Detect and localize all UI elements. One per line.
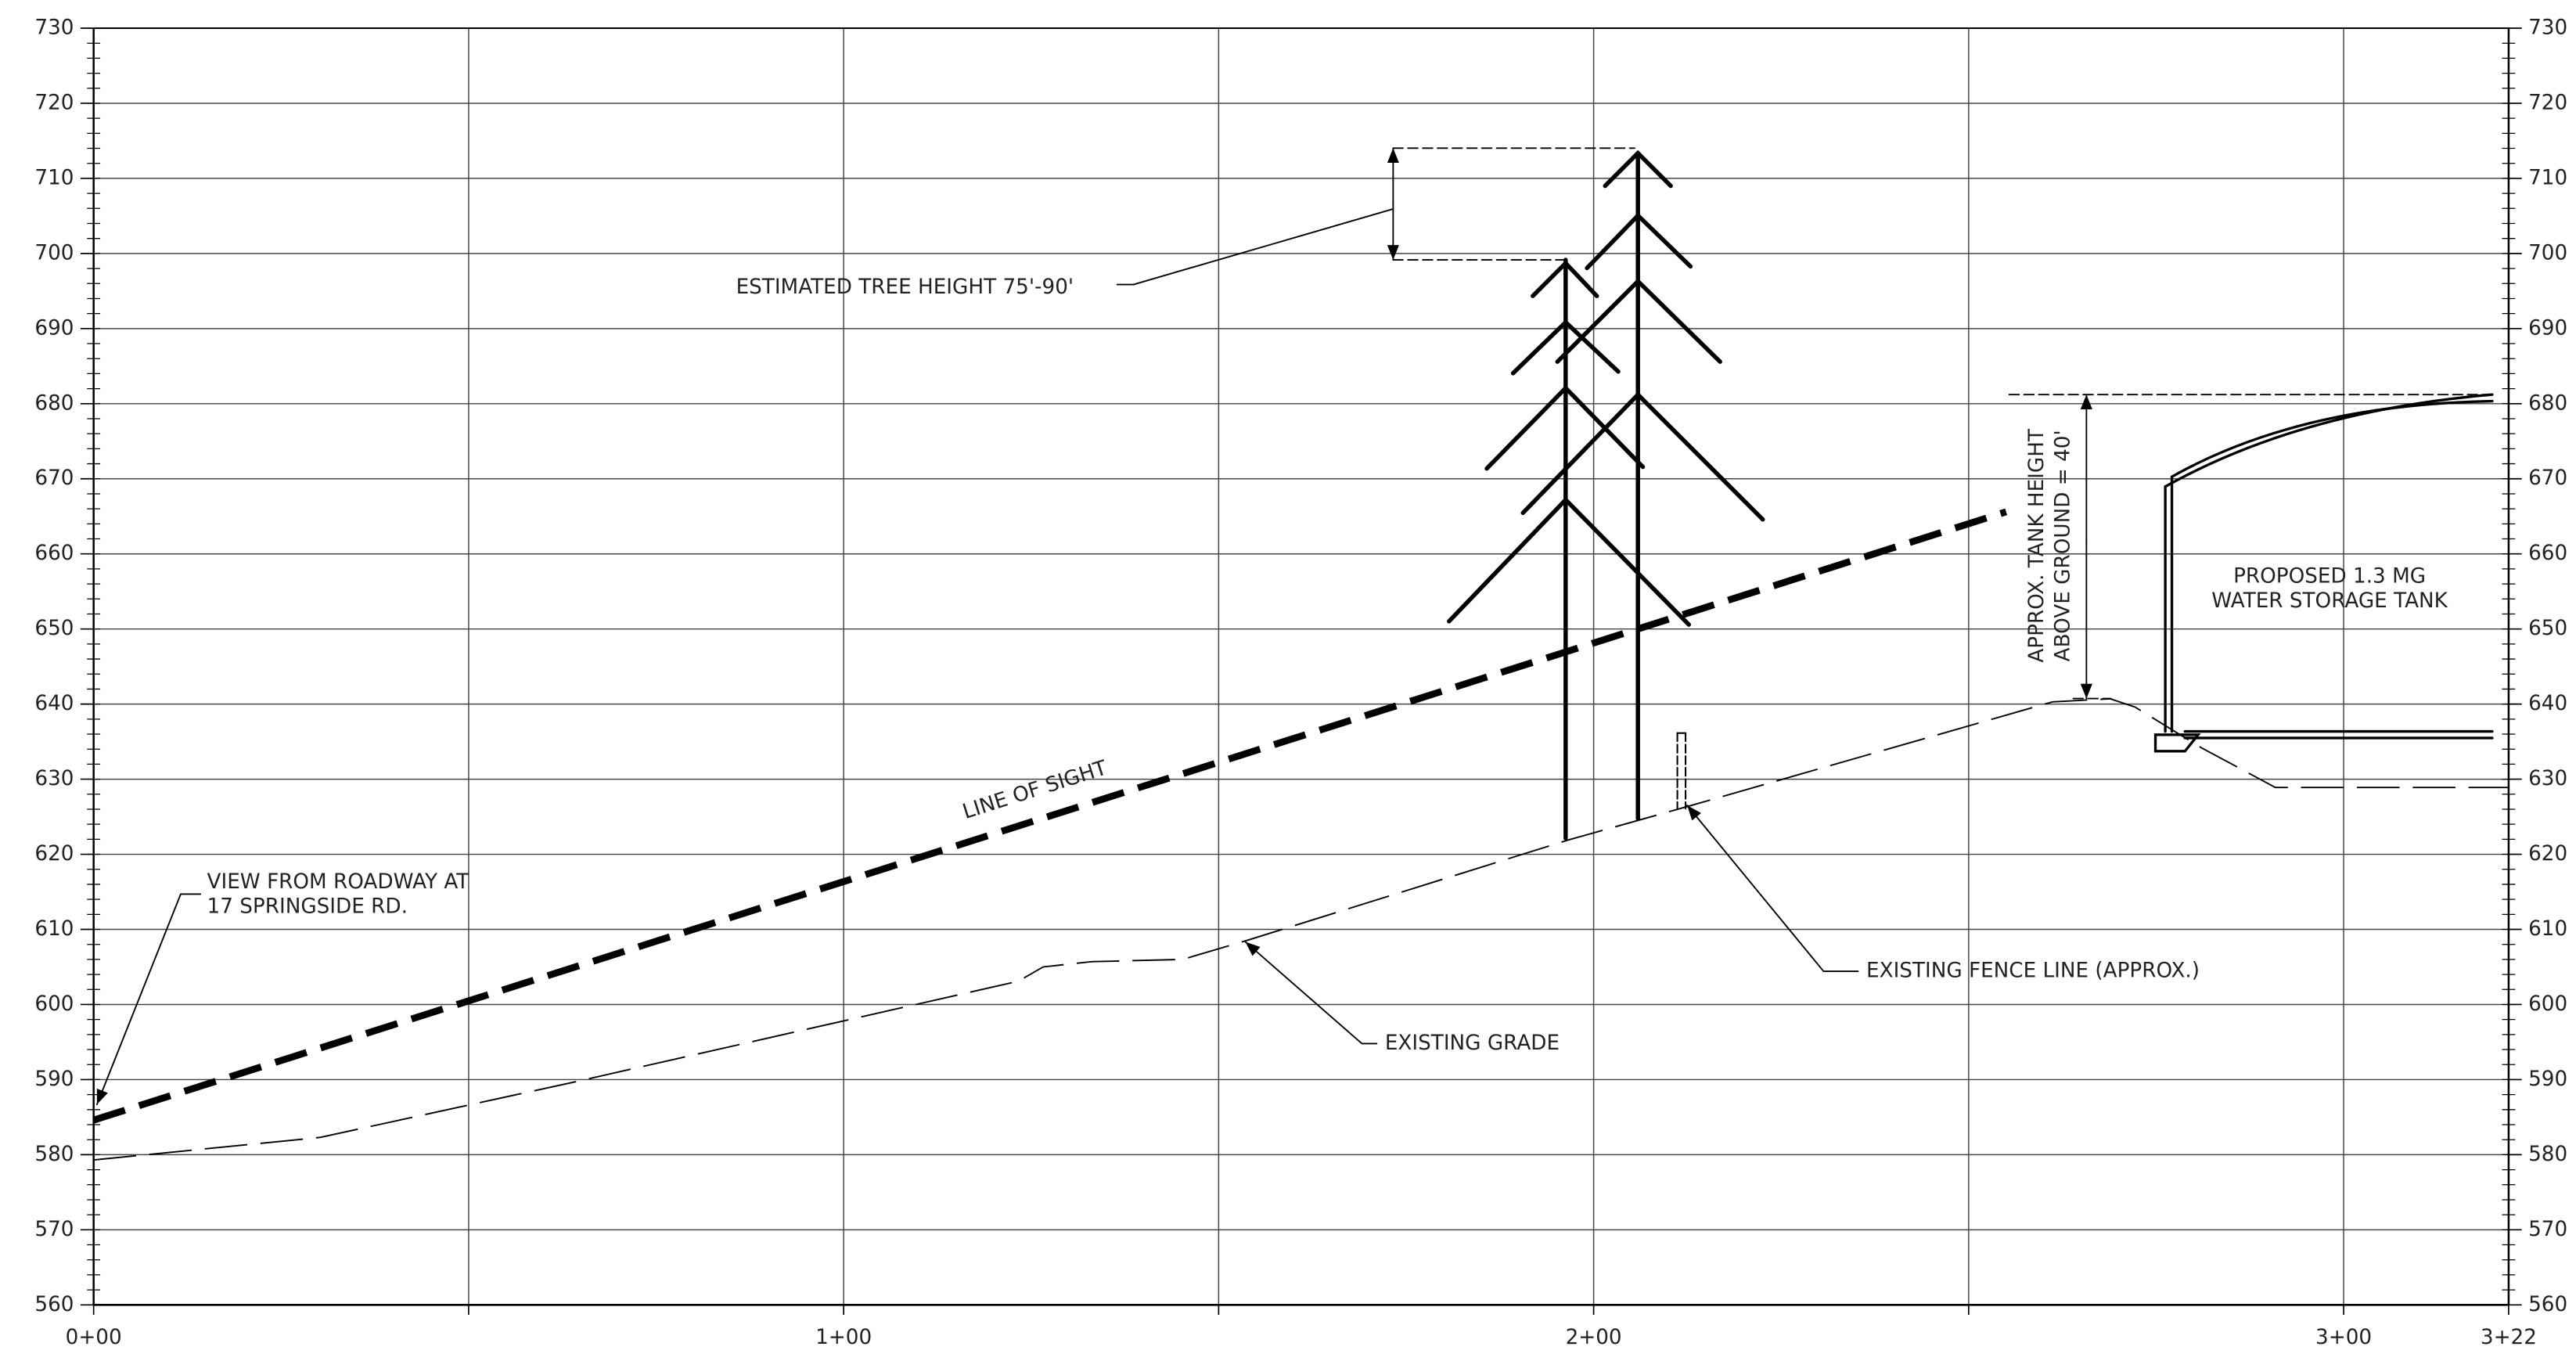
y-tick-label: 710 bbox=[34, 166, 74, 189]
y-tick-label: 590 bbox=[2528, 1068, 2567, 1091]
x-tick-label: 3+00 bbox=[2315, 1326, 2372, 1349]
x-tick-label: 3+22 bbox=[2481, 1326, 2537, 1349]
y-tick-label: 600 bbox=[34, 992, 74, 1016]
y-tick-label: 580 bbox=[34, 1143, 74, 1166]
y-tick-label: 720 bbox=[2528, 91, 2567, 114]
y-tick-label: 680 bbox=[34, 391, 74, 415]
grid bbox=[80, 27, 2522, 1315]
y-tick-label: 720 bbox=[34, 91, 74, 114]
y-tick-label: 560 bbox=[2528, 1293, 2567, 1316]
y-tick-label: 660 bbox=[2528, 542, 2567, 565]
x-tick-label: 1+00 bbox=[815, 1326, 872, 1349]
y-tick-label: 680 bbox=[2528, 391, 2567, 415]
annotation: PROPOSED 1.3 MG bbox=[2233, 565, 2426, 589]
y-tick-label: 640 bbox=[34, 692, 74, 715]
leader-lines bbox=[95, 805, 1859, 1106]
annotation: EXISTING FENCE LINE (APPROX.) bbox=[1866, 960, 2200, 983]
annotation: ABOVE GROUND = 40' bbox=[2051, 430, 2074, 661]
y-tick-label: 710 bbox=[2528, 166, 2567, 189]
y-tick-label: 650 bbox=[2528, 617, 2567, 640]
x-tick-label: 2+00 bbox=[1566, 1326, 1622, 1349]
series-line bbox=[92, 508, 2008, 1124]
y-tick-label: 600 bbox=[2528, 992, 2567, 1016]
tank-dimension bbox=[2008, 394, 2493, 700]
y-tick-label: 630 bbox=[2528, 767, 2567, 790]
y-tick-label: 730 bbox=[2528, 16, 2567, 40]
y-tick-label: 690 bbox=[34, 316, 74, 340]
tree-dimension bbox=[1116, 147, 1635, 286]
y-tick-label: 620 bbox=[34, 842, 74, 866]
y-tick-label: 700 bbox=[34, 241, 74, 265]
tree bbox=[1520, 149, 1765, 821]
y-tick-label: 700 bbox=[2528, 241, 2567, 265]
y-tick-label: 650 bbox=[34, 617, 74, 640]
y-tick-label: 590 bbox=[34, 1068, 74, 1091]
annotation: ESTIMATED TREE HEIGHT 75'-90' bbox=[736, 275, 1074, 299]
series-label: LINE OF SIGHT bbox=[960, 756, 1110, 824]
annotation: VIEW FROM ROADWAY AT bbox=[207, 870, 470, 894]
y-tick-label: 580 bbox=[2528, 1143, 2567, 1166]
drawing-shapes bbox=[95, 147, 2494, 1106]
series-line bbox=[93, 697, 2509, 1161]
y-tick-label: 690 bbox=[2528, 316, 2567, 340]
y-tick-label: 630 bbox=[34, 767, 74, 790]
tree bbox=[1447, 257, 1692, 841]
y-tick-label: 640 bbox=[2528, 692, 2567, 715]
y-tick-label: 610 bbox=[34, 917, 74, 941]
y-tick-label: 670 bbox=[34, 466, 74, 490]
annotation: APPROX. TANK HEIGHT bbox=[2025, 428, 2049, 663]
y-tick-label: 620 bbox=[2528, 842, 2567, 866]
y-tick-label: 570 bbox=[2528, 1218, 2567, 1241]
water-tank bbox=[2153, 393, 2494, 753]
y-tick-label: 660 bbox=[34, 542, 74, 565]
y-tick-label: 730 bbox=[34, 16, 74, 40]
fence bbox=[1676, 732, 1687, 810]
annotation: WATER STORAGE TANK bbox=[2211, 589, 2448, 613]
y-tick-label: 670 bbox=[2528, 466, 2567, 490]
x-tick-label: 0+00 bbox=[66, 1326, 122, 1349]
y-tick-label: 610 bbox=[2528, 917, 2567, 941]
y-tick-label: 560 bbox=[34, 1293, 74, 1316]
y-tick-label: 570 bbox=[34, 1218, 74, 1241]
annotation: 17 SPRINGSIDE RD. bbox=[207, 895, 408, 919]
series-label: EXISTING GRADE bbox=[1385, 1032, 1560, 1055]
